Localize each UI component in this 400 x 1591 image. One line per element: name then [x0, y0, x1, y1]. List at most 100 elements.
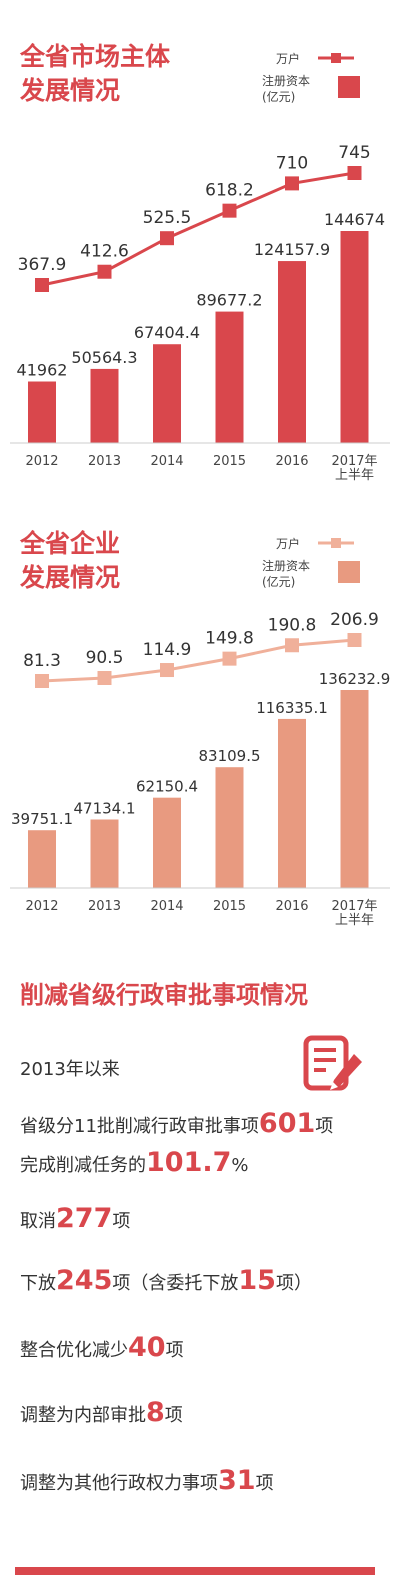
market-title: 全省市场主体 发展情况 [20, 40, 170, 108]
enterprise-title-line2: 发展情况 [20, 563, 121, 592]
line-value-label: 367.9 [18, 255, 67, 275]
bar [215, 311, 244, 443]
x-tick-label: 2012 [25, 899, 58, 914]
line-text: 省级分11批削减行政审批事项 [20, 1116, 259, 1137]
bar-value-label: 62150.4 [136, 778, 198, 796]
bar [340, 690, 369, 888]
x-tick-label: 2014 [150, 454, 183, 469]
bar [278, 718, 306, 888]
market-chart: 41962 2012 50564.3 2013 67404.4 2014 89677.2 20… [10, 143, 390, 483]
line-point [285, 638, 299, 653]
line-text: 项 [315, 1116, 334, 1137]
line-text: 取消 [20, 1211, 56, 1232]
line-text: 项 [165, 1340, 184, 1361]
enterprise-title-line1: 全省企业 [20, 529, 121, 558]
bar-value-label: 136232.9 [319, 670, 391, 688]
x-tick-label: 2013 [88, 454, 121, 469]
enterprise-section: 全省企业 发展情况 万户 注册资本 (亿元) 39751.1 2012 47134.… [0, 515, 400, 955]
reduction-title: 削减省级行政审批事项情况 [20, 981, 308, 1009]
bar-value-label: 116335.1 [256, 699, 328, 717]
highlight-number: 101.7 [146, 1147, 232, 1178]
document-pen-icon [303, 1035, 362, 1091]
line-value-label: 114.9 [143, 640, 192, 660]
line-value-label: 90.5 [86, 648, 124, 668]
bar [278, 261, 306, 443]
line-text: 项 [112, 1211, 131, 1232]
highlight-number: 15 [238, 1265, 276, 1296]
line-text: 项（含委托下放 [112, 1273, 239, 1294]
x-tick-label: 2013 [88, 899, 121, 914]
bar-value-label: 67404.4 [134, 323, 200, 342]
line-point [160, 663, 174, 678]
line-point [347, 633, 362, 647]
bar [153, 797, 181, 888]
line-point [222, 203, 237, 218]
line-point [97, 670, 112, 685]
line-text: 下放 [20, 1273, 56, 1294]
bar-value-label: 47134.1 [73, 799, 135, 817]
legend-line-marker-icon [318, 538, 354, 548]
line-series [41, 171, 355, 287]
x-tick-label: 2017年 [331, 454, 377, 469]
reduction-line-delegate: 下放245项（含委托下放15项） [20, 1265, 312, 1296]
line-value-label: 710 [276, 153, 308, 173]
legend-bar-label: 注册资本 [262, 559, 311, 573]
reduction-line-total: 省级分11批削减行政审批事项601项 [20, 1108, 333, 1139]
line-text: 项 [164, 1405, 183, 1426]
legend-bar-unit: (亿元) [262, 575, 296, 589]
legend-bar-label: 注册资本 [262, 74, 311, 88]
x-tick-label: 2017年 [331, 899, 377, 914]
line-text: 调整为其他行政权力事项 [20, 1473, 218, 1494]
line-value-label: 745 [338, 143, 370, 163]
line-text: 调整为内部审批 [20, 1405, 146, 1426]
highlight-number: 245 [56, 1265, 113, 1296]
legend-line-marker-icon [318, 53, 354, 63]
bar-value-label: 50564.3 [71, 348, 137, 367]
bar-value-label: 39751.1 [11, 810, 73, 828]
legend-line-label: 万户 [276, 537, 301, 551]
bar [90, 819, 119, 888]
legend-bar-unit: (亿元) [262, 90, 296, 104]
line-value-label: 525.5 [143, 208, 192, 228]
line-value-label: 190.8 [268, 615, 317, 635]
x-tick-label: 2012 [25, 454, 58, 469]
x-tick-label: 上半年 [335, 468, 374, 483]
bar-value-label: 89677.2 [196, 291, 262, 310]
reduction-since: 2013年以来 [20, 1059, 120, 1080]
market-title-line2: 发展情况 [20, 76, 121, 105]
reduction-line-internal: 调整为内部审批8项 [20, 1397, 183, 1428]
bar [340, 231, 369, 443]
bar-value-label: 83109.5 [198, 747, 260, 765]
x-tick-label: 2015 [213, 899, 246, 914]
line-point [160, 231, 174, 246]
market-title-line1: 全省市场主体 [20, 42, 171, 71]
highlight-number: 40 [128, 1332, 166, 1363]
enterprise-chart: 39751.1 2012 47134.1 2013 62150.4 2014 83109.5… [10, 610, 391, 928]
reduction-line-other: 调整为其他行政权力事项31项 [20, 1465, 274, 1496]
x-tick-label: 2015 [213, 454, 246, 469]
highlight-number: 601 [258, 1108, 316, 1139]
bar-value-label: 144674 [324, 210, 385, 229]
legend-bar-swatch-icon [338, 561, 360, 583]
bar [153, 344, 181, 443]
line-point [35, 278, 49, 292]
x-tick-label: 上半年 [335, 913, 374, 928]
bar-value-label: 41962 [17, 361, 68, 380]
reduction-line-cancel: 取消277项 [20, 1203, 130, 1234]
bar [28, 830, 56, 888]
line-point [285, 176, 299, 191]
line-text: 项 [255, 1473, 274, 1494]
bar [90, 368, 119, 443]
line-point [347, 166, 362, 180]
bar-value-label: 124157.9 [254, 240, 330, 259]
enterprise-legend: 万户 注册资本 (亿元) [262, 535, 382, 595]
bar [28, 381, 56, 443]
line-value-label: 206.9 [330, 610, 379, 630]
line-text: 项） [275, 1273, 312, 1294]
legend-line-label: 万户 [276, 52, 301, 66]
highlight-number: 31 [218, 1465, 256, 1496]
line-series [41, 638, 355, 683]
line-value-label: 618.2 [205, 181, 254, 201]
market-section: 全省市场主体 发展情况 万户 注册资本 (亿元) 41962 2012 50564.… [0, 0, 400, 500]
market-legend: 万户 注册资本 (亿元) [262, 50, 382, 110]
